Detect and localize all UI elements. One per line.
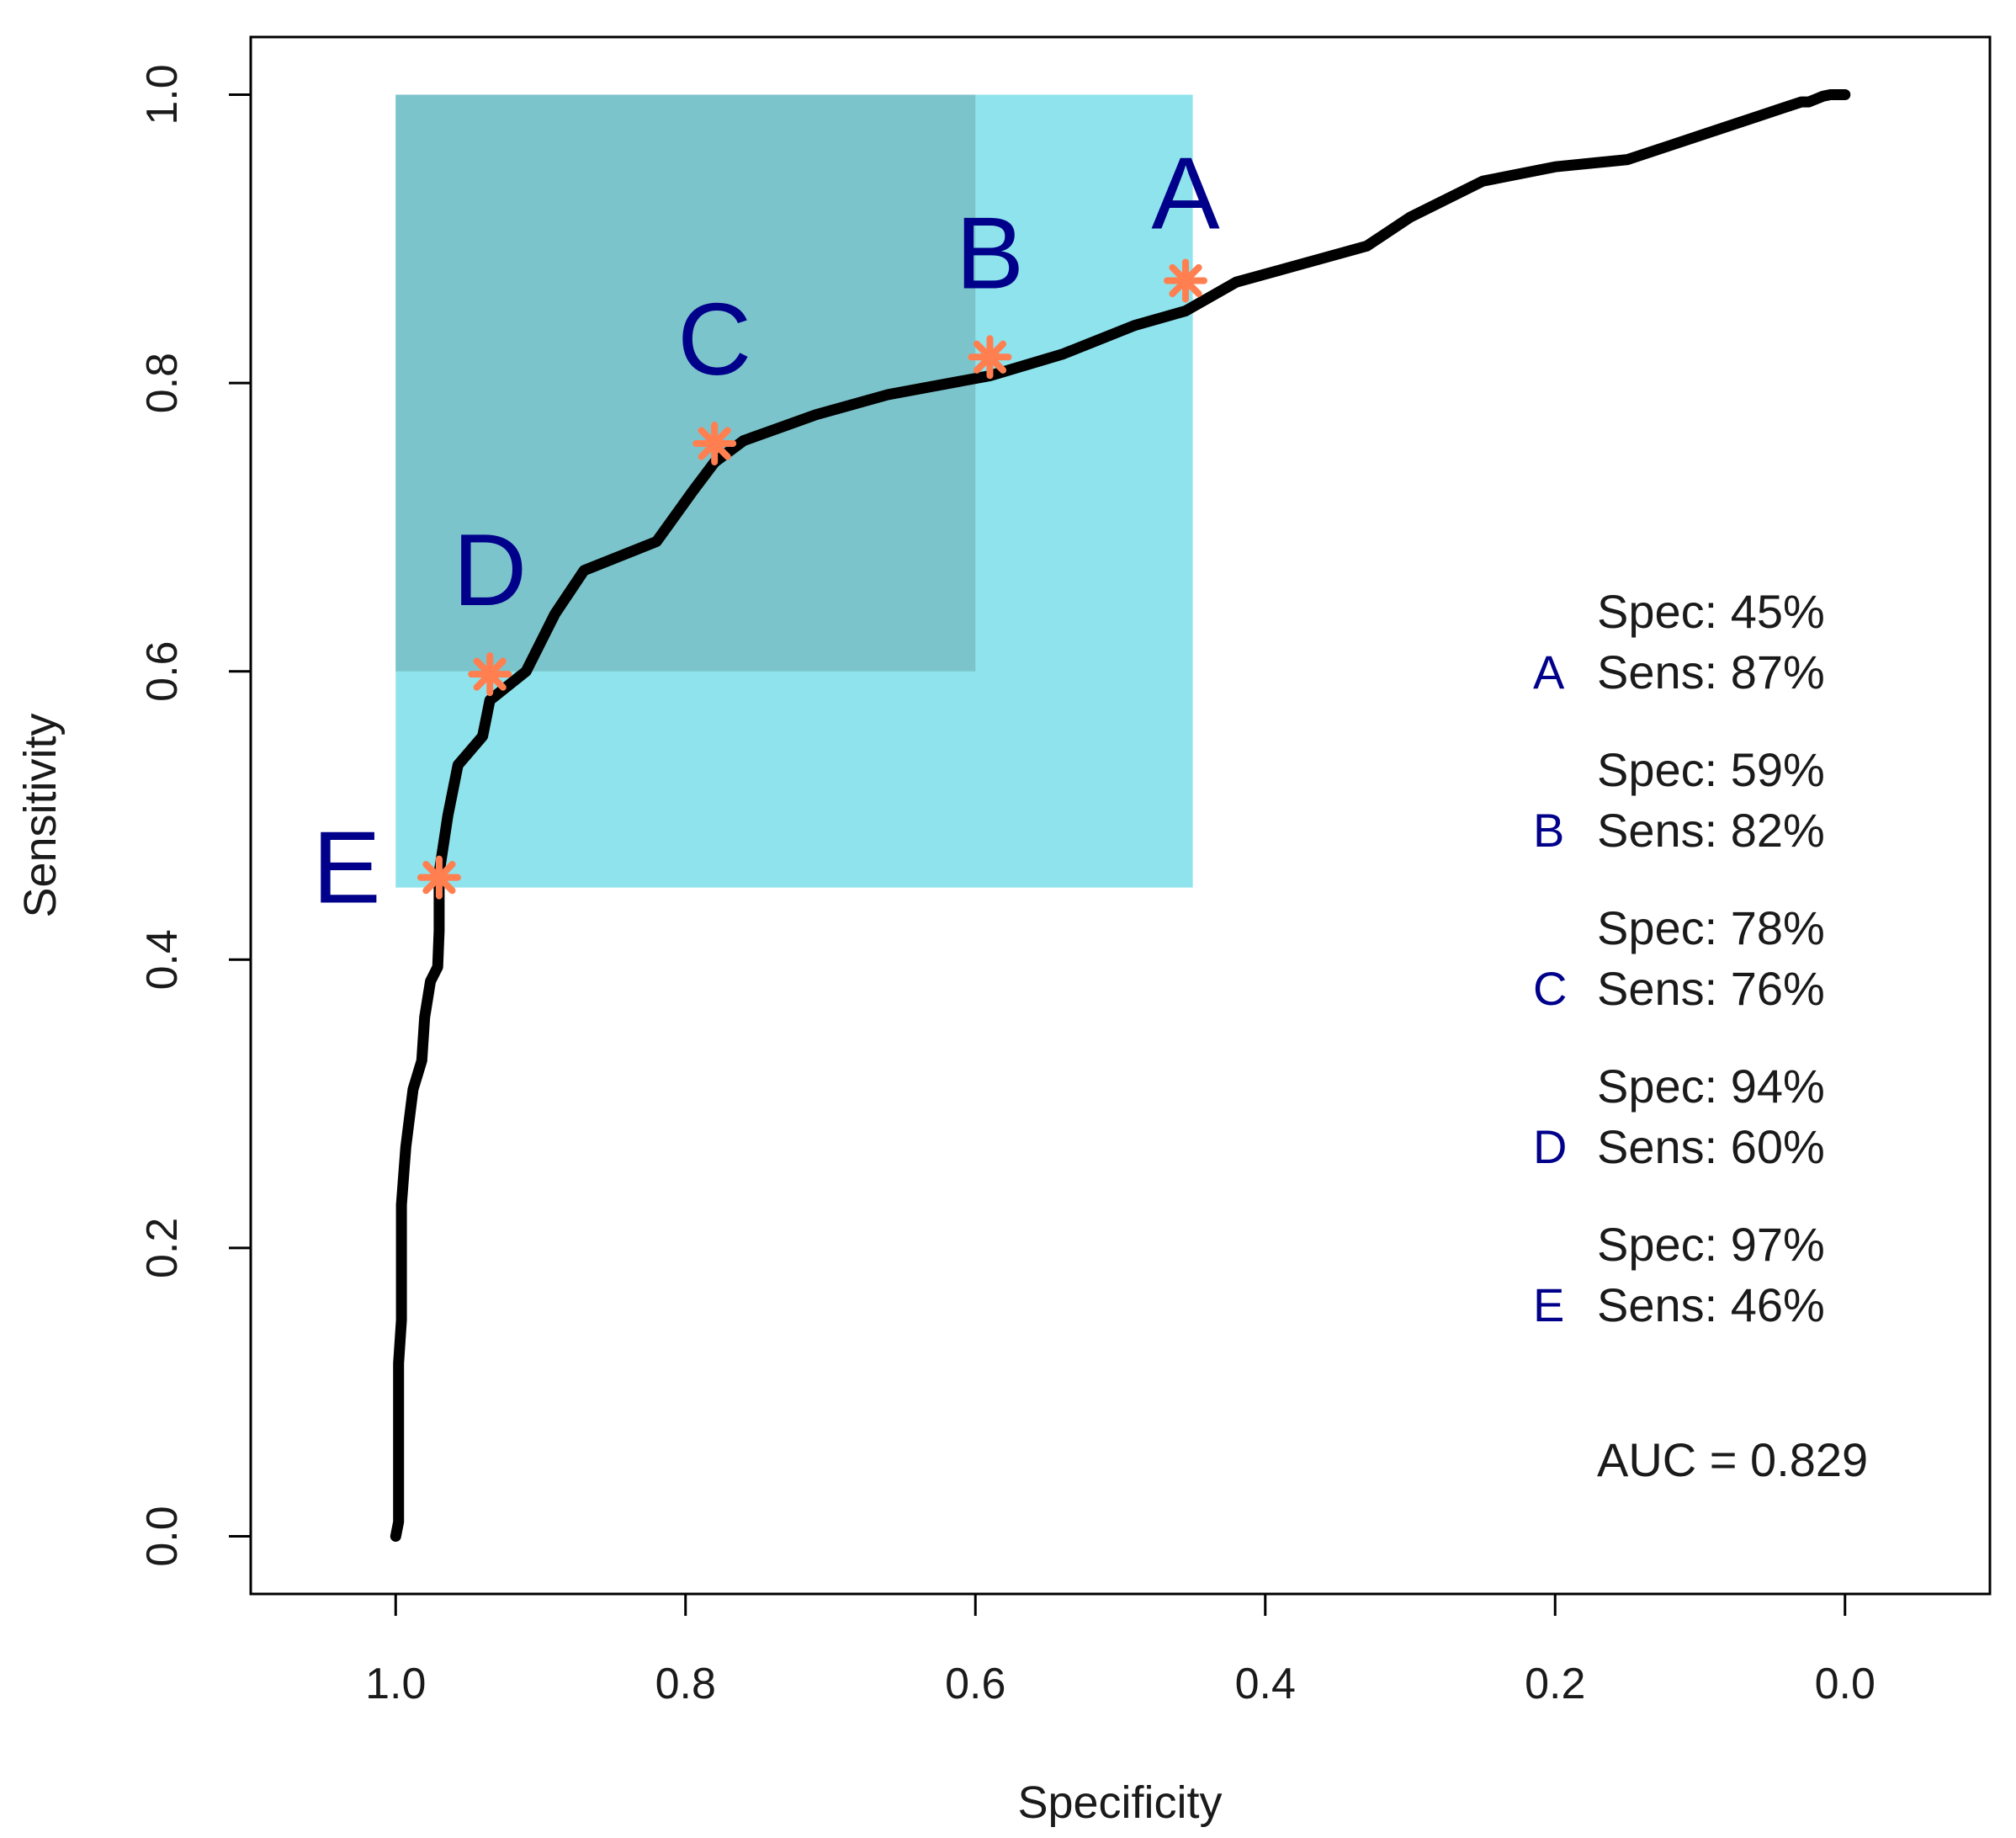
- legend-entry-c: Spec: 78% Sens: 76% C: [1533, 901, 1825, 1015]
- cutoff-points: A B C D E: [312, 135, 1220, 924]
- plot-frame: [249, 35, 1992, 1596]
- point-label-a: A: [1151, 135, 1220, 250]
- point-label-e: E: [312, 810, 380, 925]
- y-tick-label: 0.0: [138, 1506, 187, 1566]
- y-axis: 0.0 0.2 0.4 0.6 0.8 1.0: [138, 64, 252, 1567]
- legend-letter: D: [1533, 1120, 1567, 1173]
- point-label-d: D: [453, 513, 527, 627]
- point-marker-e: [416, 855, 461, 900]
- point-marker-d: [468, 652, 512, 697]
- highlight-regions: [395, 94, 1193, 888]
- legend-letter: C: [1533, 962, 1567, 1015]
- legend-entry-d: Spec: 94% Sens: 60% D: [1533, 1060, 1825, 1173]
- x-tick-label: 0.8: [655, 1660, 716, 1708]
- legend-sens: Sens: 76%: [1597, 962, 1825, 1015]
- y-tick-label: 0.6: [138, 641, 187, 702]
- legend-entry-e: Spec: 97% Sens: 46% E: [1533, 1218, 1825, 1331]
- point-label-c: C: [677, 282, 751, 396]
- y-tick-label: 0.2: [138, 1218, 187, 1278]
- point-marker-a: [1164, 258, 1208, 303]
- legend-letter: E: [1533, 1278, 1564, 1331]
- legend-sens: Sens: 87%: [1597, 645, 1825, 699]
- legend-spec: Spec: 45%: [1597, 585, 1825, 638]
- x-tick-label: 0.4: [1235, 1660, 1296, 1708]
- auc-label: AUC = 0.829: [1597, 1433, 1868, 1486]
- y-axis-title: Sensitivity: [15, 713, 66, 917]
- legend-entry-a: Spec: 45% Sens: 87% A: [1533, 585, 1825, 699]
- legend-spec: Spec: 97%: [1597, 1218, 1825, 1271]
- region-b: [395, 94, 976, 672]
- point-marker-c: [692, 422, 737, 466]
- x-tick-label: 1.0: [365, 1660, 426, 1708]
- legend-letter: B: [1533, 804, 1564, 857]
- x-axis-title: Specificity: [1017, 1777, 1222, 1828]
- y-tick-label: 0.4: [138, 929, 187, 990]
- legend-sens: Sens: 60%: [1597, 1120, 1825, 1173]
- point-label-b: B: [956, 195, 1024, 310]
- legend-sens: Sens: 82%: [1597, 804, 1825, 857]
- legend-sens: Sens: 46%: [1597, 1278, 1825, 1331]
- y-tick-label: 0.8: [138, 353, 187, 413]
- legend-spec: Spec: 94%: [1597, 1060, 1825, 1113]
- legend-letter: A: [1533, 645, 1565, 699]
- legend-entry-b: Spec: 59% Sens: 82% B: [1533, 743, 1825, 857]
- legend-spec: Spec: 59%: [1597, 743, 1825, 796]
- point-marker-b: [968, 335, 1012, 380]
- x-tick-label: 0.6: [945, 1660, 1005, 1708]
- x-tick-label: 0.0: [1815, 1660, 1875, 1708]
- y-tick-label: 1.0: [138, 64, 187, 125]
- x-tick-label: 0.2: [1525, 1660, 1585, 1708]
- legend-spec: Spec: 78%: [1597, 901, 1825, 954]
